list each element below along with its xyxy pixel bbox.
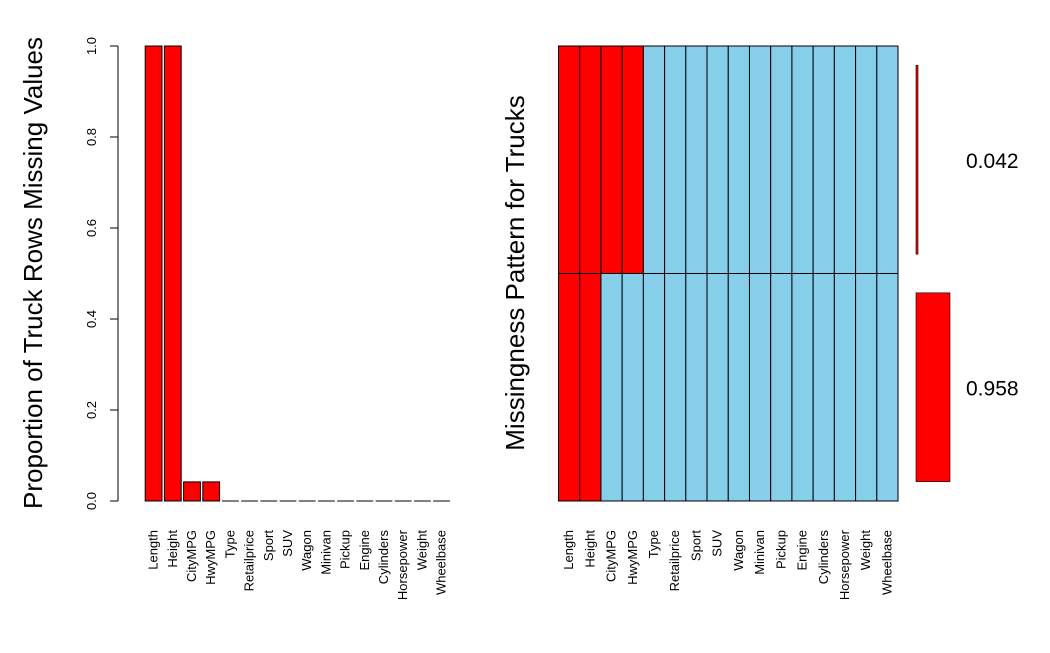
bar-y-tick-label: 0.8 <box>84 128 99 146</box>
bar-hwympg <box>202 481 221 502</box>
pattern-cell-weight <box>855 45 878 274</box>
bar-x-tick-label: Wagon <box>299 530 314 571</box>
pattern-cell-length <box>558 45 581 274</box>
pattern-x-tick-label: Length <box>561 530 576 570</box>
bar-citympg <box>183 481 201 502</box>
bar-x-tick-label: HwyMPG <box>203 530 218 585</box>
pattern-x-tick-label: Weight <box>858 530 873 571</box>
pattern-cell-citympg <box>600 45 623 274</box>
pattern-cell-wagon <box>727 273 750 502</box>
bar-y-tick-label: 1.0 <box>84 37 99 55</box>
pattern-x-tick-label: Cylinders <box>816 530 831 585</box>
pattern-cell-hwympg <box>621 273 644 502</box>
pattern-cell-wheelbase <box>876 273 899 502</box>
pattern-cell-horsepower <box>833 273 857 502</box>
bar-x-tick-label: Height <box>165 530 180 568</box>
pattern-cell-engine <box>791 273 814 502</box>
pattern-x-tick-label: Sport <box>688 530 703 561</box>
pattern-x-tick-label: Pickup <box>773 530 788 569</box>
pattern-frequency-bar <box>915 65 919 255</box>
bar-x-tick-label: Horsepower <box>395 529 410 600</box>
bar-x-tick-label: Wheelbase <box>434 530 449 595</box>
pattern-x-tick-label: Horsepower <box>837 529 852 600</box>
bar-x-tick-label: Pickup <box>338 530 353 569</box>
bar-x-tick-label: Minivan <box>318 530 333 575</box>
pattern-frequency-label: 0.042 <box>966 150 1019 173</box>
bar-x-tick-label: Type <box>222 530 237 558</box>
pattern-cell-wagon <box>727 45 750 274</box>
bar-y-tick-label: 0.4 <box>84 310 99 328</box>
pattern-cell-retailprice <box>664 273 687 502</box>
pattern-y-axis-title: Missingness Pattern for Trucks <box>500 95 530 450</box>
bar-y-tick-label: 0.2 <box>84 401 99 419</box>
pattern-cell-pickup <box>770 273 793 502</box>
pattern-cell-type <box>642 45 666 274</box>
bar-y-tick-label: 0.6 <box>84 219 99 237</box>
pattern-x-tick-label: Height <box>582 530 597 568</box>
pattern-cell-sport <box>685 45 708 274</box>
pattern-cell-cylinders <box>812 45 835 274</box>
pattern-cell-height <box>579 45 602 274</box>
pattern-x-tick-label: SUV <box>710 530 725 557</box>
bar-y-axis-title: Proportion of Truck Rows Missing Values <box>18 37 48 509</box>
pattern-cell-horsepower <box>833 45 857 274</box>
pattern-cell-hwympg <box>621 45 644 274</box>
pattern-x-tick-label: CityMPG <box>604 530 619 582</box>
pattern-cell-retailprice <box>664 45 687 274</box>
pattern-frequency-bar <box>915 292 951 482</box>
bar-x-tick-label: Sport <box>261 530 276 561</box>
bar-y-tick-label: 0.0 <box>84 492 99 510</box>
pattern-cell-type <box>642 273 666 502</box>
bar-x-tick-label: Retailprice <box>242 530 257 591</box>
bar-x-tick-label: CityMPG <box>184 530 199 582</box>
pattern-x-tick-label: HwyMPG <box>625 530 640 585</box>
pattern-cell-pickup <box>770 45 793 274</box>
pattern-cell-suv <box>706 273 729 502</box>
pattern-cell-height <box>579 273 602 502</box>
pattern-x-tick-label: Type <box>646 530 661 558</box>
pattern-cell-weight <box>855 273 878 502</box>
pattern-cell-wheelbase <box>876 45 899 274</box>
bar-height <box>163 45 182 502</box>
bar-x-tick-label: SUV <box>280 530 295 557</box>
pattern-cell-citympg <box>600 273 623 502</box>
bar-x-tick-label: Cylinders <box>376 530 391 585</box>
pattern-x-tick-label: Retailprice <box>667 530 682 591</box>
bar-x-tick-label: Weight <box>414 530 429 571</box>
pattern-cell-length <box>558 273 581 502</box>
pattern-x-tick-label: Engine <box>795 530 810 570</box>
bar-x-tick-label: Engine <box>357 530 372 570</box>
pattern-cell-suv <box>706 45 729 274</box>
bar-length <box>144 45 163 502</box>
pattern-x-tick-label: Minivan <box>752 530 767 575</box>
pattern-cell-cylinders <box>812 273 835 502</box>
pattern-x-tick-label: Wagon <box>731 530 746 571</box>
bar-x-tick-label: Length <box>146 530 161 570</box>
pattern-cell-engine <box>791 45 814 274</box>
pattern-cell-sport <box>685 273 708 502</box>
pattern-frequency-label: 0.958 <box>966 377 1019 400</box>
pattern-x-tick-label: Wheelbase <box>879 530 894 595</box>
pattern-cell-minivan <box>748 45 772 274</box>
pattern-cell-minivan <box>748 273 772 502</box>
